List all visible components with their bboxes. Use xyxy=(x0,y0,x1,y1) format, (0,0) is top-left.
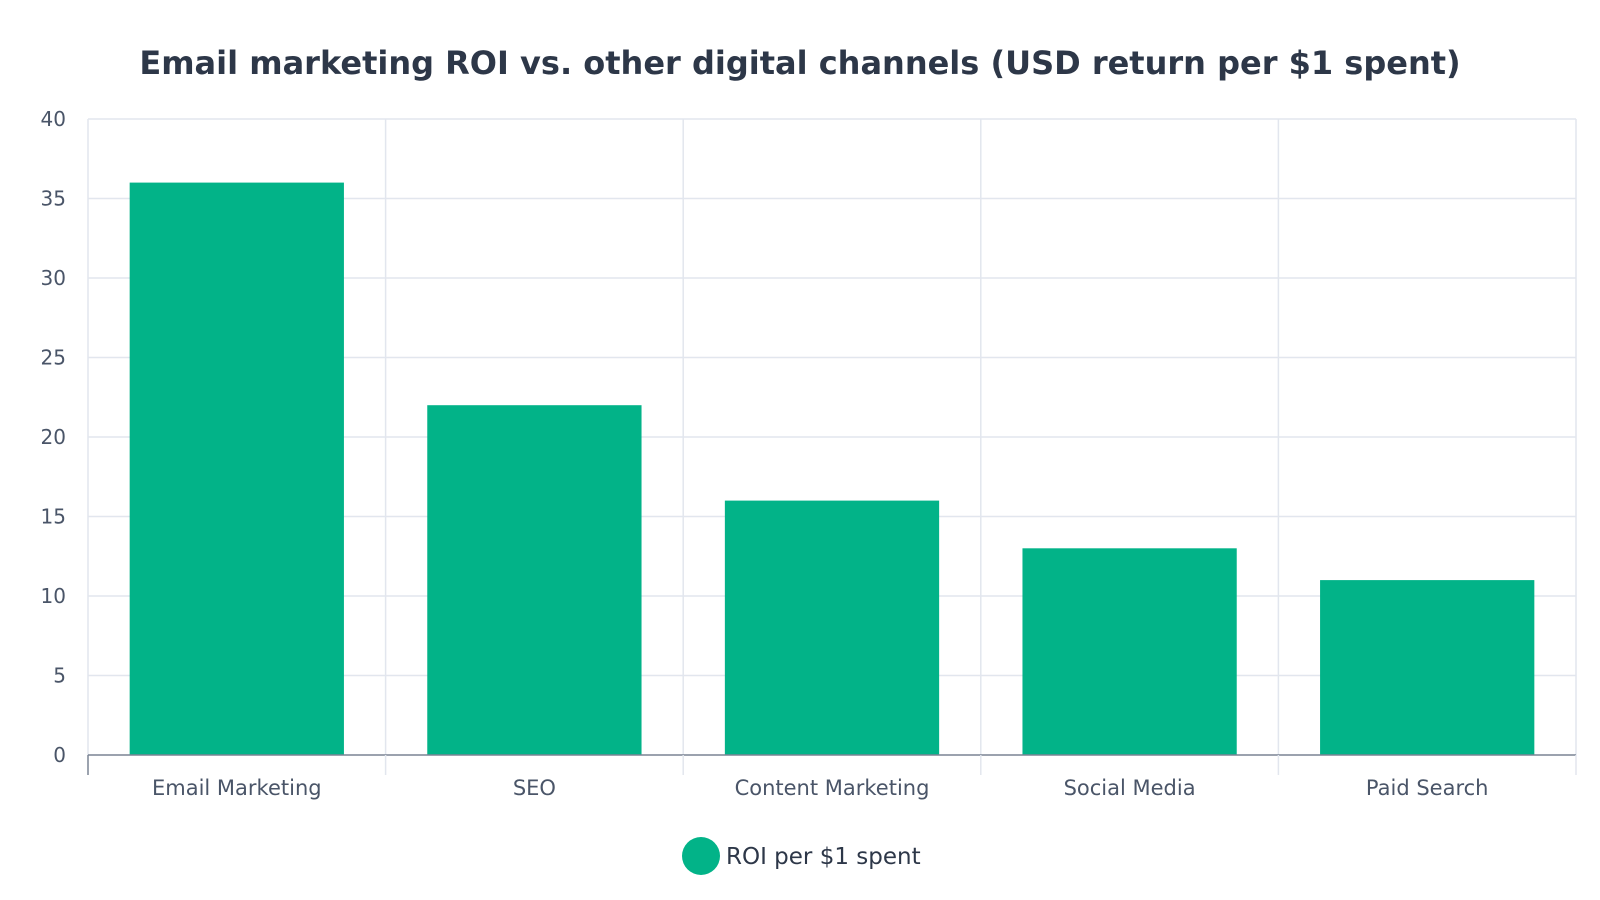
bar-content-marketing[interactable] xyxy=(724,500,940,755)
y-tick-label: 35 xyxy=(41,187,66,211)
bar-social-media[interactable] xyxy=(1022,548,1237,755)
bar-email-marketing[interactable] xyxy=(129,182,344,756)
x-category-label: Paid Search xyxy=(1366,776,1489,800)
legend[interactable]: ROI per $1 spent xyxy=(682,837,921,875)
y-tick-label: 0 xyxy=(53,743,66,767)
y-tick-label: 10 xyxy=(41,584,66,608)
chart-title: Email marketing ROI vs. other digital ch… xyxy=(139,44,1461,82)
bar-seo[interactable] xyxy=(427,405,642,755)
x-category-label: Content Marketing xyxy=(735,776,930,800)
bar-paid-search[interactable] xyxy=(1320,580,1535,755)
bars xyxy=(129,182,1535,756)
y-tick-label: 40 xyxy=(41,107,66,131)
x-category-label: Social Media xyxy=(1064,776,1196,800)
y-tick-label: 20 xyxy=(41,425,66,449)
axes: 0 5 10 15 20 25 30 35 40 Email Marketing SEO Conten… xyxy=(41,107,1577,800)
x-category-label: Email Marketing xyxy=(152,776,322,800)
y-tick-label: 25 xyxy=(41,346,66,370)
x-category-label: SEO xyxy=(513,776,556,800)
legend-label: ROI per $1 spent xyxy=(726,844,921,870)
y-tick-label: 30 xyxy=(41,266,66,290)
y-tick-label: 5 xyxy=(53,664,66,688)
legend-swatch xyxy=(682,837,720,875)
y-tick-label: 15 xyxy=(41,505,66,529)
